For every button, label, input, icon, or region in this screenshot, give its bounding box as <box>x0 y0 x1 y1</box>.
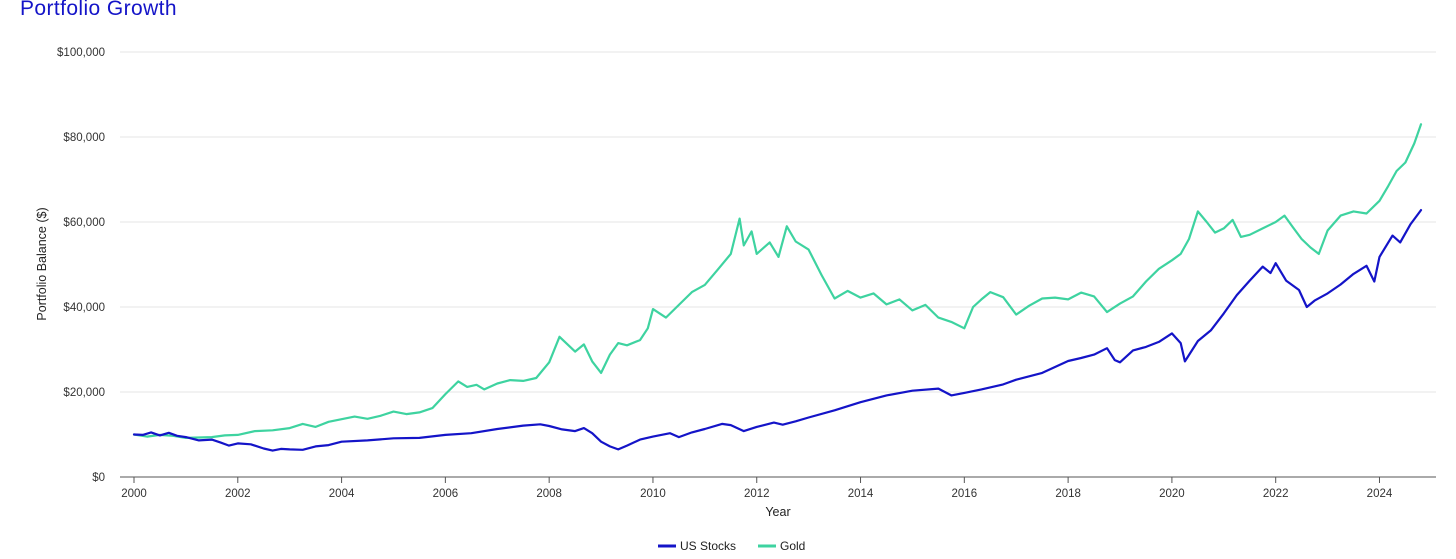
legend: US Stocks Gold <box>658 539 805 553</box>
y-axis-title: Portfolio Balance ($) <box>35 207 49 320</box>
x-tick-label: 2024 <box>1367 488 1393 500</box>
legend-label-us-stocks[interactable]: US Stocks <box>680 539 736 553</box>
x-tick-label: 2006 <box>433 488 459 500</box>
y-axis-ticks: $0 $20,000 $40,000 $60,000 $80,000 $100,000 <box>57 47 105 484</box>
y-tick-label: $60,000 <box>63 217 105 229</box>
x-axis: 2000 2002 2004 2006 2008 2010 2012 2014 2016 2018… <box>120 476 1436 500</box>
legend-label-gold[interactable]: Gold <box>780 539 805 553</box>
y-tick-label: $0 <box>92 472 105 484</box>
x-tick-label: 2018 <box>1055 488 1081 500</box>
x-tick-label: 2002 <box>225 488 251 500</box>
x-tick-label: 2008 <box>536 488 562 500</box>
y-tick-label: $80,000 <box>63 132 105 144</box>
grid-lines <box>120 51 1436 393</box>
x-tick-label: 2012 <box>744 488 770 500</box>
x-tick-label: 2004 <box>329 488 355 500</box>
x-tick-label: 2014 <box>848 488 874 500</box>
page-title: Portfolio Growth <box>20 0 177 20</box>
y-tick-label: $40,000 <box>63 302 105 314</box>
x-tick-label: 2022 <box>1263 488 1289 500</box>
y-tick-label: $20,000 <box>63 387 105 399</box>
series-line-gold <box>132 123 1423 439</box>
series-line-us-stocks <box>132 209 1423 452</box>
x-tick-label: 2020 <box>1159 488 1185 500</box>
y-tick-label: $100,000 <box>57 47 105 59</box>
x-tick-label: 2000 <box>121 488 147 500</box>
x-tick-label: 2016 <box>952 488 978 500</box>
x-axis-title: Year <box>765 505 790 519</box>
series-lines <box>132 123 1423 452</box>
x-tick-label: 2010 <box>640 488 666 500</box>
